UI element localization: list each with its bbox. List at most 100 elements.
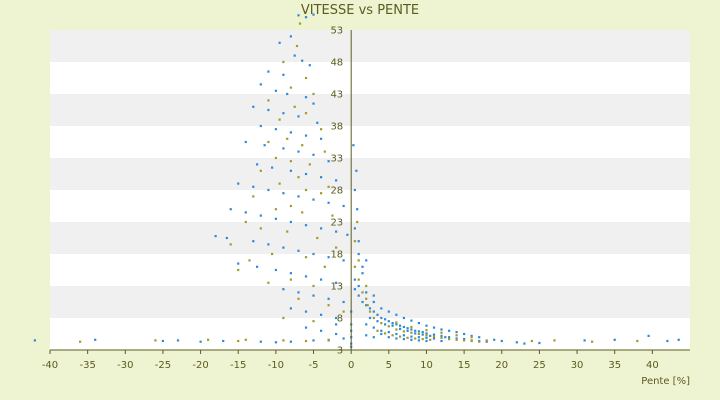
data-point bbox=[199, 340, 202, 343]
data-point bbox=[282, 339, 285, 342]
data-point bbox=[647, 334, 650, 337]
data-point bbox=[478, 340, 481, 343]
data-point bbox=[352, 144, 355, 147]
data-point bbox=[357, 284, 360, 288]
axes bbox=[50, 30, 690, 351]
data-point bbox=[414, 337, 417, 340]
data-point bbox=[425, 324, 428, 327]
data-point bbox=[237, 268, 240, 272]
data-point bbox=[432, 333, 436, 336]
data-point bbox=[365, 304, 368, 307]
data-point bbox=[327, 201, 330, 204]
data-point bbox=[327, 304, 330, 307]
data-point bbox=[485, 340, 488, 343]
data-point bbox=[274, 128, 277, 131]
data-point bbox=[440, 339, 443, 343]
data-point bbox=[406, 329, 409, 332]
data-point bbox=[366, 304, 369, 307]
data-point bbox=[274, 208, 277, 211]
data-point bbox=[312, 13, 315, 16]
data-point bbox=[176, 339, 180, 342]
data-point bbox=[395, 328, 398, 331]
data-point bbox=[327, 185, 330, 188]
data-point bbox=[448, 329, 451, 332]
data-point bbox=[282, 316, 285, 320]
data-point bbox=[380, 307, 383, 310]
data-point bbox=[312, 294, 315, 297]
x-tick-label: -10 bbox=[268, 360, 284, 371]
grid-band bbox=[50, 254, 690, 286]
data-point bbox=[248, 259, 251, 262]
data-point bbox=[312, 153, 315, 156]
data-point bbox=[425, 336, 428, 339]
data-point bbox=[380, 329, 383, 332]
data-point bbox=[289, 220, 292, 224]
data-point bbox=[304, 16, 308, 19]
data-point bbox=[355, 169, 358, 172]
data-point bbox=[237, 262, 240, 265]
data-point bbox=[286, 230, 289, 233]
data-point bbox=[429, 338, 432, 341]
data-point bbox=[523, 342, 526, 345]
data-point bbox=[455, 337, 458, 340]
data-point bbox=[263, 144, 266, 147]
data-point bbox=[425, 334, 428, 337]
data-point bbox=[304, 339, 308, 343]
data-point bbox=[410, 338, 413, 341]
grid-band bbox=[50, 190, 690, 222]
data-point bbox=[282, 147, 285, 150]
data-point bbox=[357, 252, 360, 256]
data-point bbox=[395, 321, 398, 324]
data-point bbox=[372, 300, 375, 304]
data-point bbox=[282, 73, 285, 76]
data-point bbox=[327, 160, 330, 163]
data-point bbox=[470, 339, 473, 343]
data-point bbox=[432, 335, 436, 338]
data-point bbox=[440, 336, 443, 339]
x-tick-label: 0 bbox=[348, 360, 354, 371]
data-point bbox=[293, 105, 296, 108]
data-point bbox=[304, 96, 308, 99]
data-point bbox=[289, 35, 292, 38]
data-point bbox=[356, 208, 359, 211]
data-point bbox=[372, 326, 375, 329]
data-point bbox=[304, 134, 308, 137]
data-point bbox=[463, 332, 466, 336]
data-point bbox=[289, 340, 292, 343]
data-point bbox=[79, 340, 82, 343]
data-point bbox=[286, 137, 289, 140]
data-point bbox=[323, 265, 326, 268]
data-point bbox=[402, 338, 405, 341]
data-point bbox=[342, 300, 345, 304]
data-point bbox=[271, 166, 274, 169]
data-point bbox=[361, 265, 364, 268]
data-point bbox=[304, 112, 308, 115]
data-point bbox=[372, 316, 375, 320]
data-point bbox=[259, 214, 262, 217]
data-point bbox=[304, 310, 308, 313]
data-point bbox=[380, 332, 383, 336]
data-point bbox=[440, 328, 443, 331]
data-point bbox=[237, 339, 240, 343]
data-point bbox=[259, 169, 262, 172]
data-point bbox=[267, 281, 270, 284]
data-point bbox=[259, 227, 262, 230]
data-point bbox=[410, 319, 413, 322]
data-point bbox=[252, 105, 255, 108]
data-point bbox=[636, 339, 639, 343]
x-tick-label: -40 bbox=[42, 360, 58, 371]
data-point bbox=[365, 334, 368, 337]
data-point bbox=[301, 59, 304, 62]
y-tick-label: 38 bbox=[330, 122, 343, 133]
data-point bbox=[410, 331, 413, 334]
data-point bbox=[335, 230, 338, 233]
data-point bbox=[297, 176, 300, 179]
data-point bbox=[342, 337, 345, 340]
data-point bbox=[417, 332, 420, 336]
chart-title: VITESSE vs PENTE bbox=[301, 3, 419, 18]
data-point bbox=[583, 339, 586, 342]
data-point bbox=[320, 278, 323, 281]
data-point bbox=[402, 334, 405, 337]
data-point bbox=[244, 211, 247, 214]
